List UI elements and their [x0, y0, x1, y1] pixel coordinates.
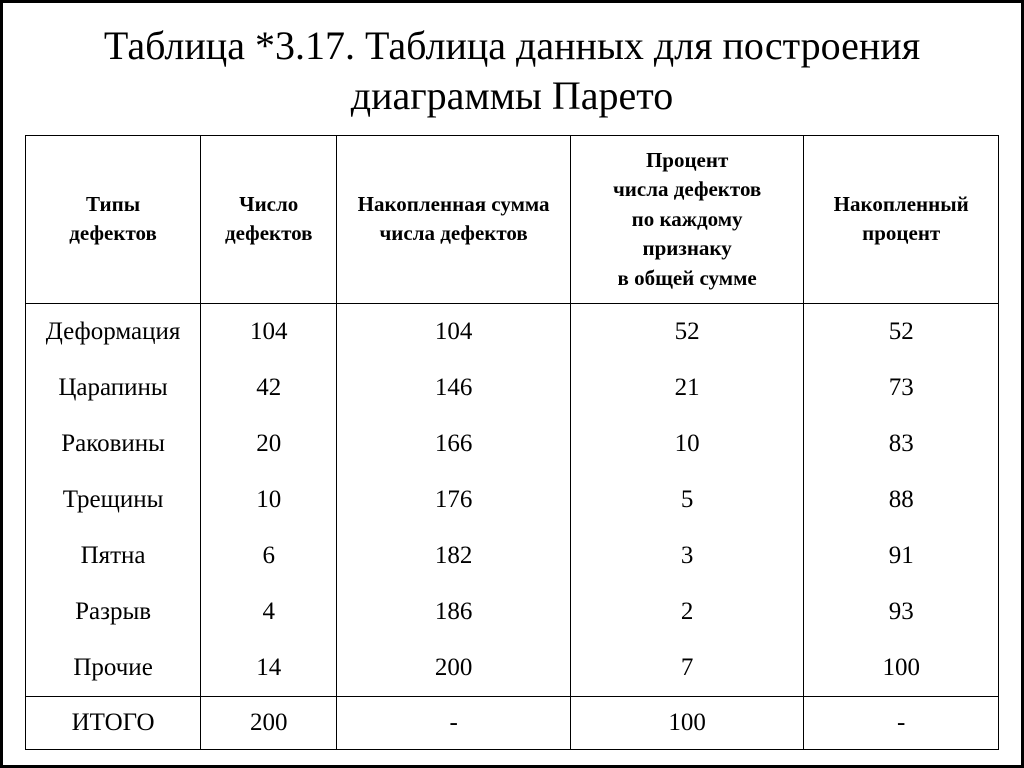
cell-cumulative-pct: 83: [804, 416, 999, 472]
cell-cumulative-pct: 88: [804, 472, 999, 528]
footer-cumulative-pct: -: [804, 696, 999, 749]
table-footer-row: ИТОГО 200 - 100 -: [26, 696, 999, 749]
cell-defect-type: Прочие: [26, 640, 201, 697]
cell-percent: 7: [570, 640, 804, 697]
cell-defect-type: Трещины: [26, 472, 201, 528]
footer-label: ИТОГО: [26, 696, 201, 749]
cell-defect-type: Деформация: [26, 303, 201, 360]
cell-defect-type: Разрыв: [26, 584, 201, 640]
slide-frame: Таблица *3.17. Таблица данных для постро…: [0, 0, 1024, 768]
col-header-percent: Процентчисла дефектовпо каждомупризнакув…: [570, 136, 804, 304]
page-title: Таблица *3.17. Таблица данных для постро…: [25, 21, 999, 121]
col-header-cumulative-sum: Накопленная суммачисла дефектов: [337, 136, 571, 304]
cell-defect-count: 6: [201, 528, 337, 584]
cell-defect-count: 20: [201, 416, 337, 472]
cell-cumulative-sum: 176: [337, 472, 571, 528]
pareto-table: Типыдефектов Числодефектов Накопленная с…: [25, 135, 999, 750]
col-header-defect-type: Типыдефектов: [26, 136, 201, 304]
cell-defect-count: 10: [201, 472, 337, 528]
cell-percent: 21: [570, 360, 804, 416]
cell-cumulative-sum: 200: [337, 640, 571, 697]
table-header-row: Типыдефектов Числодефектов Накопленная с…: [26, 136, 999, 304]
table-row: Деформация 104 104 52 52: [26, 303, 999, 360]
table-row: Трещины 10 176 5 88: [26, 472, 999, 528]
cell-defect-type: Пятна: [26, 528, 201, 584]
cell-defect-count: 4: [201, 584, 337, 640]
footer-percent: 100: [570, 696, 804, 749]
cell-cumulative-pct: 100: [804, 640, 999, 697]
col-header-defect-count: Числодефектов: [201, 136, 337, 304]
cell-cumulative-sum: 166: [337, 416, 571, 472]
cell-percent: 2: [570, 584, 804, 640]
table-row: Царапины 42 146 21 73: [26, 360, 999, 416]
cell-cumulative-sum: 146: [337, 360, 571, 416]
cell-defect-type: Раковины: [26, 416, 201, 472]
cell-percent: 3: [570, 528, 804, 584]
table-row: Пятна 6 182 3 91: [26, 528, 999, 584]
cell-cumulative-sum: 104: [337, 303, 571, 360]
cell-percent: 52: [570, 303, 804, 360]
cell-cumulative-sum: 186: [337, 584, 571, 640]
table-row: Прочие 14 200 7 100: [26, 640, 999, 697]
cell-cumulative-pct: 52: [804, 303, 999, 360]
footer-defect-count: 200: [201, 696, 337, 749]
cell-cumulative-pct: 91: [804, 528, 999, 584]
table-row: Раковины 20 166 10 83: [26, 416, 999, 472]
table-row: Разрыв 4 186 2 93: [26, 584, 999, 640]
cell-cumulative-sum: 182: [337, 528, 571, 584]
cell-defect-count: 104: [201, 303, 337, 360]
cell-cumulative-pct: 73: [804, 360, 999, 416]
cell-defect-type: Царапины: [26, 360, 201, 416]
footer-cumulative-sum: -: [337, 696, 571, 749]
col-header-cumulative-pct: Накопленныйпроцент: [804, 136, 999, 304]
cell-percent: 10: [570, 416, 804, 472]
cell-defect-count: 42: [201, 360, 337, 416]
cell-cumulative-pct: 93: [804, 584, 999, 640]
cell-percent: 5: [570, 472, 804, 528]
cell-defect-count: 14: [201, 640, 337, 697]
